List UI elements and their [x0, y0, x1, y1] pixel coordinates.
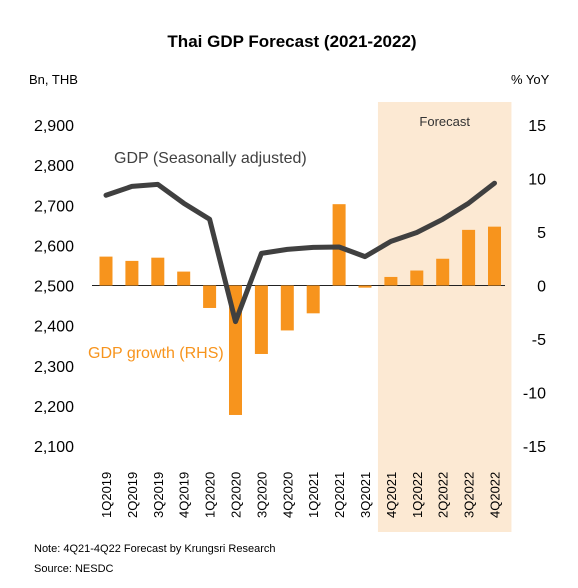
gdp-line — [103, 180, 497, 325]
x-tick-label: 3Q2020 — [254, 472, 269, 518]
gdp-growth-bar — [436, 258, 450, 286]
gdp-growth-bar — [358, 285, 372, 288]
x-tick-label: 4Q2020 — [280, 472, 295, 518]
left-tick-label: 2,200 — [34, 399, 74, 416]
gdp-growth-bar — [280, 285, 294, 331]
x-tick-label: 1Q2021 — [306, 472, 321, 518]
right-tick-label: 0 — [537, 279, 546, 296]
x-tick-label: 2Q2022 — [436, 472, 451, 518]
right-tick-label: 15 — [528, 118, 546, 135]
forecast-label: Forecast — [419, 114, 470, 129]
gdp-growth-bar — [99, 256, 113, 286]
x-axis-ticks: 1Q2019 2Q2019 3Q2019 4Q2019 1Q2020 2Q2020 3Q20… — [99, 472, 503, 518]
gdp-growth-bar — [177, 271, 191, 286]
gdp-growth-bar — [410, 270, 424, 286]
gdp-growth-bar — [203, 285, 217, 308]
gdp-growth-bar — [306, 285, 320, 314]
x-tick-label: 4Q2021 — [384, 472, 399, 518]
gdp-growth-bar — [462, 229, 476, 286]
x-tick-label: 4Q2022 — [488, 472, 503, 518]
right-axis-unit: % YoY — [511, 72, 550, 87]
x-tick-label: 2Q2021 — [332, 472, 347, 518]
chart-title: Thai GDP Forecast (2021-2022) — [167, 32, 416, 51]
left-tick-label: 2,600 — [34, 238, 74, 255]
gdp-growth-bar — [254, 285, 268, 354]
x-tick-label: 1Q2020 — [203, 472, 218, 518]
x-tick-label: 1Q2019 — [99, 472, 114, 518]
x-tick-label: 3Q2019 — [151, 472, 166, 518]
right-tick-label: -5 — [532, 332, 546, 349]
x-tick-label: 2Q2020 — [229, 472, 244, 518]
left-tick-label: 2,400 — [34, 319, 74, 336]
x-tick-label: 4Q2019 — [177, 472, 192, 518]
right-tick-label: -10 — [523, 386, 546, 403]
right-tick-label: -15 — [523, 439, 546, 456]
right-tick-label: 5 — [537, 225, 546, 242]
gdp-growth-bar — [488, 226, 501, 286]
left-tick-label: 2,100 — [34, 439, 74, 456]
source-text: Source: NESDC — [34, 563, 114, 575]
x-tick-label: 1Q2022 — [410, 472, 425, 518]
gdp-line-label: GDP (Seasonally adjusted) — [114, 150, 307, 167]
left-tick-label: 2,500 — [34, 279, 74, 296]
gdp-growth-bar — [125, 260, 139, 286]
gdp-growth-label: GDP growth (RHS) — [88, 345, 224, 362]
right-tick-label: 10 — [528, 172, 546, 189]
left-tick-label: 2,300 — [34, 359, 74, 376]
left-axis-ticks: 2,900 2,800 2,700 2,600 2,500 2,400 2,300 2,200… — [34, 118, 74, 456]
gdp-growth-bar — [151, 257, 165, 286]
right-axis-ticks: 15 10 5 0 -5 -10 -15 — [523, 118, 546, 456]
note-text: Note: 4Q21-4Q22 Forecast by Krungsri Res… — [34, 543, 276, 555]
left-tick-label: 2,800 — [34, 158, 74, 175]
left-axis-unit: Bn, THB — [29, 72, 78, 87]
left-tick-label: 2,900 — [34, 118, 74, 135]
x-tick-label: 3Q2022 — [462, 472, 477, 518]
x-tick-label: 2Q2019 — [125, 472, 140, 518]
left-tick-label: 2,700 — [34, 198, 74, 215]
gdp-growth-bar — [384, 276, 398, 286]
forecast-shade — [377, 102, 512, 532]
x-tick-label: 3Q2021 — [358, 472, 373, 518]
